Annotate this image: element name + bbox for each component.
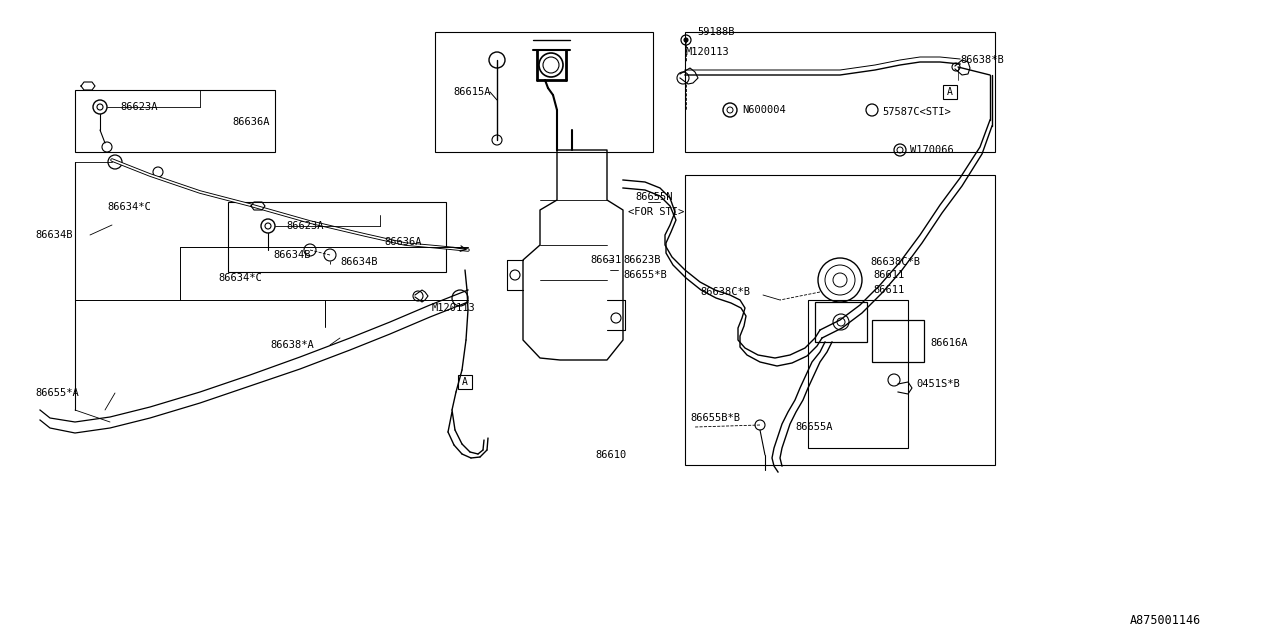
Text: 86623A: 86623A xyxy=(285,221,324,231)
Text: 86616A: 86616A xyxy=(931,338,968,348)
Text: 86611: 86611 xyxy=(873,285,904,295)
Bar xyxy=(685,32,995,152)
Circle shape xyxy=(684,38,689,42)
Bar xyxy=(815,302,867,342)
Text: 86631: 86631 xyxy=(590,255,621,265)
Text: 86655*A: 86655*A xyxy=(35,388,79,398)
Text: 86636A: 86636A xyxy=(232,117,270,127)
Text: 86634*C: 86634*C xyxy=(218,273,261,283)
Text: 86615A: 86615A xyxy=(453,87,490,97)
Text: 86634*C: 86634*C xyxy=(108,202,151,212)
Text: 86638C*B: 86638C*B xyxy=(700,287,750,297)
Text: N600004: N600004 xyxy=(742,105,786,115)
Bar xyxy=(435,32,653,152)
Circle shape xyxy=(489,52,506,68)
Text: 86610: 86610 xyxy=(595,450,626,460)
Text: 86623B: 86623B xyxy=(623,255,660,265)
Text: 86611: 86611 xyxy=(873,270,904,280)
Text: M120113: M120113 xyxy=(433,303,476,313)
Text: M120113: M120113 xyxy=(686,47,730,57)
Text: 86655N: 86655N xyxy=(635,192,672,202)
Bar xyxy=(808,300,908,448)
Text: A875001146: A875001146 xyxy=(1130,614,1201,627)
Bar xyxy=(943,85,957,99)
Bar xyxy=(76,90,275,152)
Text: 86655A: 86655A xyxy=(795,422,832,432)
Text: 86638*B: 86638*B xyxy=(960,55,1004,65)
Text: 86636A: 86636A xyxy=(384,237,421,247)
Text: 86638C*B: 86638C*B xyxy=(870,257,920,267)
Text: 86655B*B: 86655B*B xyxy=(690,413,740,423)
Bar xyxy=(685,175,995,465)
Text: 86638*A: 86638*A xyxy=(270,340,314,350)
Text: 86623A: 86623A xyxy=(120,102,157,112)
Text: 86634B: 86634B xyxy=(35,230,73,240)
Text: 86655*B: 86655*B xyxy=(623,270,667,280)
Text: A: A xyxy=(462,377,468,387)
Bar xyxy=(228,202,445,272)
Text: 57587C<STI>: 57587C<STI> xyxy=(882,107,951,117)
Text: A: A xyxy=(947,87,952,97)
Text: W170066: W170066 xyxy=(910,145,954,155)
Bar xyxy=(458,375,472,389)
Text: 86634B: 86634B xyxy=(340,257,378,267)
Bar xyxy=(872,320,924,362)
Text: 59188B: 59188B xyxy=(698,27,735,37)
Text: 0451S*B: 0451S*B xyxy=(916,379,960,389)
Text: 86634B: 86634B xyxy=(273,250,311,260)
Text: <FOR STI>: <FOR STI> xyxy=(628,207,685,217)
